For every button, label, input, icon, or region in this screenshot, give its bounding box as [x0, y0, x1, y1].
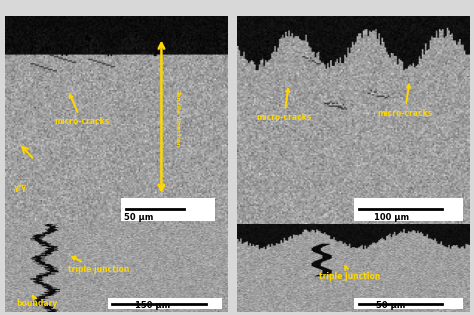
Text: (b): (b) — [345, 239, 361, 249]
Text: micro-cracks: micro-cracks — [55, 95, 110, 127]
Text: γ/γ': γ/γ' — [14, 182, 30, 192]
Bar — [108, 298, 221, 310]
Text: micro-cracks: micro-cracks — [377, 85, 432, 118]
Bar — [354, 198, 463, 221]
Text: triple junction: triple junction — [68, 257, 129, 274]
Text: triple junction: triple junction — [319, 266, 381, 281]
Text: micro-cracks: micro-cracks — [256, 89, 311, 122]
Text: 150 μm: 150 μm — [135, 301, 170, 310]
Text: 50 μm: 50 μm — [376, 301, 406, 310]
Bar — [121, 198, 215, 221]
Bar — [354, 298, 463, 310]
Text: boundary: boundary — [17, 296, 58, 308]
Text: (a): (a) — [109, 239, 124, 249]
Text: Tensile direction: Tensile direction — [174, 89, 180, 147]
Text: 100 μm: 100 μm — [374, 213, 409, 222]
Text: 50 μm: 50 μm — [125, 213, 154, 222]
